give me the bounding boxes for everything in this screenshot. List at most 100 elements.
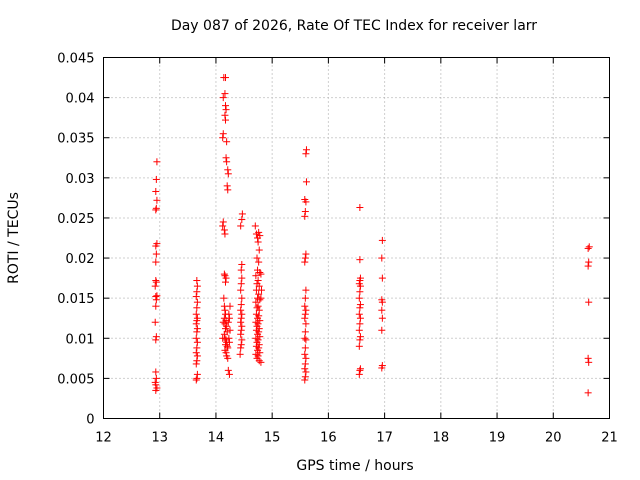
data-point	[193, 338, 201, 346]
data-point	[256, 296, 264, 304]
chart-title: Day 087 of 2026, Rate Of TEC Index for r…	[171, 18, 537, 34]
data-point	[301, 328, 309, 336]
x-tick-label: 16	[320, 431, 337, 446]
data-point	[237, 344, 245, 352]
data-point	[356, 304, 364, 312]
y-tick-label: 0.005	[57, 372, 94, 387]
data-point	[585, 243, 593, 251]
data-point	[225, 310, 233, 318]
data-point	[223, 138, 231, 146]
data-point	[152, 250, 160, 258]
data-point	[223, 182, 231, 190]
data-point	[585, 298, 593, 306]
data-point	[192, 320, 200, 328]
data-point	[256, 349, 264, 357]
data-point	[584, 389, 592, 397]
data-point	[378, 296, 386, 304]
data-point	[193, 288, 201, 296]
data-point	[584, 244, 592, 252]
data-point	[226, 326, 234, 334]
data-point	[193, 304, 201, 312]
data-point	[356, 288, 364, 296]
data-point	[301, 334, 309, 342]
y-tick-label: 0.03	[66, 172, 95, 187]
data-point	[193, 314, 201, 322]
data-point	[251, 222, 259, 230]
data-point	[222, 278, 230, 286]
data-point	[355, 342, 363, 350]
data-point	[153, 158, 161, 166]
data-point	[222, 325, 230, 333]
x-tick-label: 12	[95, 431, 112, 446]
data-point	[301, 258, 309, 266]
data-point	[378, 362, 386, 370]
data-point	[301, 360, 309, 368]
data-point	[219, 130, 227, 138]
data-point	[257, 358, 265, 366]
y-tick-labels: 0 0.005 0.01 0.015 0.02 0.025 0.03 0.035 0.04 0.0…	[57, 52, 94, 428]
data-point	[355, 370, 363, 378]
data-point	[238, 294, 246, 302]
data-point	[238, 260, 246, 268]
axis-ticks	[103, 57, 610, 419]
data-point	[153, 240, 161, 248]
data-point	[356, 204, 364, 212]
data-point	[152, 374, 160, 382]
data-point	[302, 354, 310, 362]
data-point	[225, 314, 233, 322]
data-point	[378, 274, 386, 282]
data-point	[252, 272, 260, 280]
data-point	[255, 228, 263, 236]
plot-frame	[103, 57, 610, 419]
data-point	[193, 325, 201, 333]
data-point	[355, 326, 363, 334]
data-point	[355, 310, 363, 318]
y-axis-label: ROTI / TECUs	[6, 192, 22, 284]
data-point	[152, 204, 160, 212]
data-point	[355, 280, 363, 288]
data-point	[585, 258, 593, 266]
data-point	[224, 366, 232, 374]
x-tick-label: 13	[151, 431, 168, 446]
y-tick-label: 0.04	[66, 92, 95, 107]
data-point	[355, 294, 363, 302]
data-point	[378, 254, 386, 262]
data-point	[302, 150, 310, 158]
data-point	[301, 310, 309, 318]
data-point	[378, 326, 386, 334]
data-point	[302, 306, 310, 314]
data-point	[585, 358, 593, 366]
data-point	[193, 298, 201, 306]
x-tick-label: 19	[489, 431, 506, 446]
data-point	[151, 378, 159, 386]
data-point	[222, 154, 230, 162]
data-point	[219, 222, 227, 230]
data-point	[255, 258, 263, 266]
data-point	[222, 116, 230, 124]
data-point	[193, 282, 201, 290]
data-point	[237, 280, 245, 288]
data-point	[219, 134, 227, 142]
data-point	[255, 290, 263, 298]
data-point	[301, 208, 309, 216]
data-point	[302, 336, 310, 344]
data-point	[152, 368, 160, 376]
data-point	[378, 236, 386, 244]
data-point	[152, 293, 160, 301]
data-point	[302, 320, 310, 328]
data-point	[584, 262, 592, 270]
data-point	[193, 344, 201, 352]
data-point	[193, 370, 201, 378]
data-point	[224, 166, 232, 174]
data-point	[356, 333, 364, 341]
data-point	[302, 178, 310, 186]
grid-lines	[103, 57, 610, 419]
data-point	[236, 350, 244, 358]
x-tick-label: 20	[545, 431, 562, 446]
x-tick-label: 15	[264, 431, 281, 446]
data-point	[220, 294, 228, 302]
data-point	[301, 344, 309, 352]
data-point	[152, 206, 160, 214]
data-point	[301, 302, 309, 310]
data-point	[237, 306, 245, 314]
